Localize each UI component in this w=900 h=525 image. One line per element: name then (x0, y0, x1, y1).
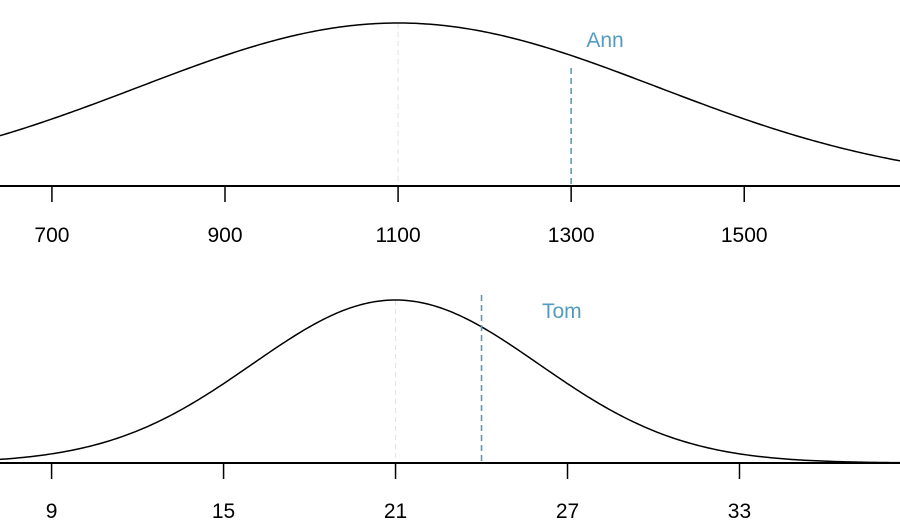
x-tick-label: 1300 (548, 224, 595, 247)
ann-score-panel: 700 900 1100 1300 1500 Ann (0, 22, 900, 247)
density-curve (0, 22, 900, 162)
x-tick-label: 15 (212, 500, 235, 523)
x-tick-label: 21 (384, 500, 407, 523)
x-tick-label: 27 (556, 500, 579, 523)
score-marker-label: Ann (586, 29, 623, 52)
score-marker-label: Tom (542, 300, 582, 323)
density-curve (0, 299, 900, 464)
x-tick-label: 700 (34, 224, 69, 247)
x-tick-label: 1500 (721, 224, 768, 247)
x-tick-label: 900 (207, 224, 242, 247)
tom-score-panel: 9 15 21 27 33 Tom (0, 295, 900, 523)
x-tick-label: 33 (728, 500, 751, 523)
x-tick-label: 1100 (375, 224, 420, 247)
x-tick-label: 9 (46, 500, 58, 523)
